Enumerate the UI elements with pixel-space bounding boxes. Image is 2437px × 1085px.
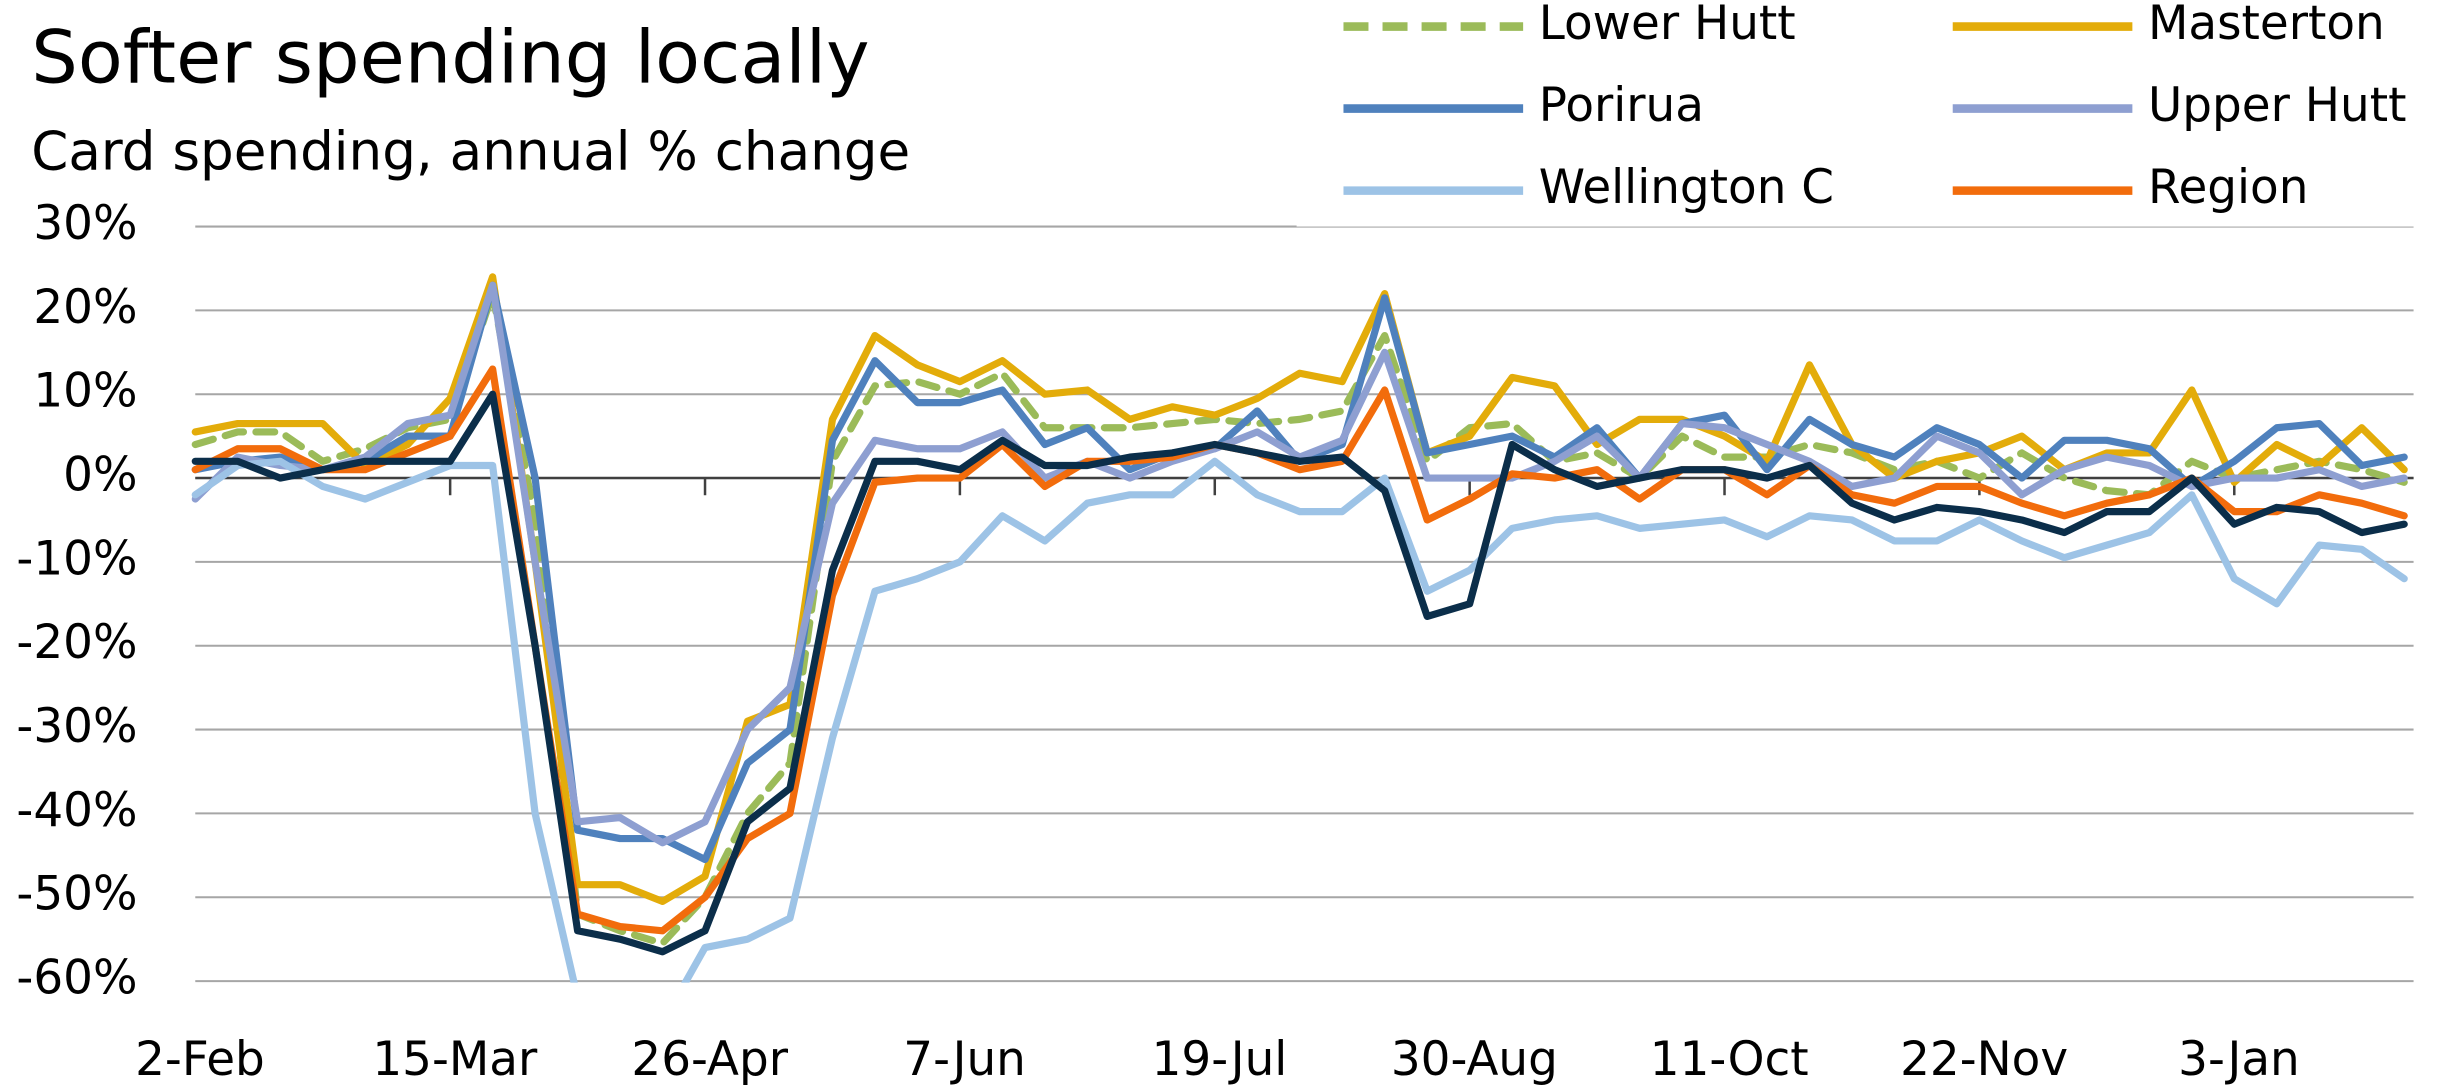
y-tick-label: -30% (16, 700, 137, 754)
x-tick-label: 30-Aug (1391, 1033, 1558, 1085)
y-tick-label: -60% (16, 952, 137, 1006)
x-tick-label: 15-Mar (372, 1033, 538, 1085)
x-tick-label: 22-Nov (1900, 1033, 2068, 1085)
y-tick-label: 0% (63, 449, 137, 503)
x-tick-label: 19-Jul (1152, 1033, 1288, 1085)
plot-lines (191, 273, 2408, 983)
series-line (191, 290, 2408, 947)
chart-subtitle: Card spending, annual % change (31, 120, 910, 182)
y-tick-label: -50% (16, 868, 137, 922)
x-tick-label: 2-Feb (135, 1033, 265, 1085)
x-tick-label: 11-Oct (1650, 1033, 1809, 1085)
legend-label: Region (2148, 161, 2308, 215)
y-tick-label: -20% (16, 616, 137, 670)
y-tick-label: 20% (33, 281, 137, 335)
series-line (191, 457, 2408, 983)
series-line (191, 273, 2408, 906)
x-tick-label: 7-Jun (903, 1033, 1026, 1085)
chart-title: Softer spending locally (31, 16, 869, 101)
y-tick-label: -10% (16, 532, 137, 586)
x-tick-label: 26-Apr (631, 1033, 788, 1085)
y-tick-label: 30% (33, 197, 137, 251)
series-line (191, 390, 2408, 956)
series-line (191, 281, 2408, 847)
legend-label: Lower Hutt (1539, 0, 1796, 51)
y-tick-label: -40% (16, 784, 137, 838)
legend-label: Porirua (1539, 79, 1704, 133)
legend-label: Upper Hutt (2148, 79, 2406, 133)
x-tick-label: 3-Jan (2178, 1033, 2300, 1085)
legend-label: Wellington C (1539, 161, 1834, 215)
y-tick-label: 10% (33, 365, 137, 419)
legend-label: Masterton (2148, 0, 2385, 51)
